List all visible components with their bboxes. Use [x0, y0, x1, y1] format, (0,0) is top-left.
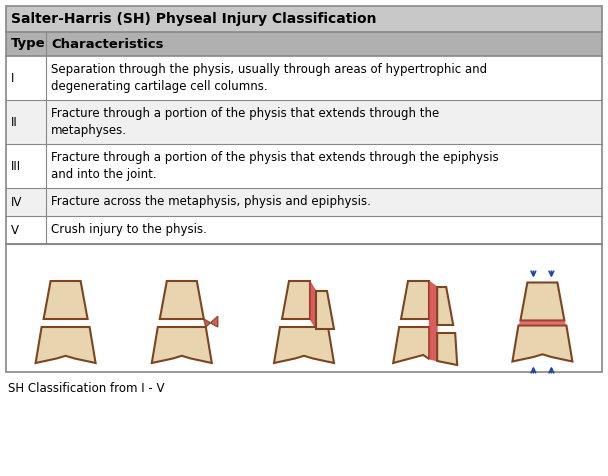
Polygon shape [204, 316, 218, 327]
Text: Fracture across the metaphysis, physis and epiphysis.: Fracture across the metaphysis, physis a… [51, 196, 371, 208]
Polygon shape [36, 327, 95, 363]
Text: II: II [11, 116, 18, 129]
Text: IV: IV [11, 196, 22, 208]
Polygon shape [282, 281, 310, 319]
Bar [6, 100, 602, 144]
Polygon shape [520, 282, 564, 320]
Polygon shape [310, 281, 316, 329]
Bar [6, 244, 602, 372]
Polygon shape [401, 281, 429, 319]
Polygon shape [152, 327, 212, 363]
Bar [6, 188, 602, 216]
Text: III: III [11, 159, 21, 172]
Bar [6, 6, 602, 244]
Polygon shape [393, 327, 429, 363]
Text: Fracture through a portion of the physis that extends through the
metaphyses.: Fracture through a portion of the physis… [51, 107, 439, 137]
Text: Fracture through a portion of the physis that extends through the epiphysis
and : Fracture through a portion of the physis… [51, 151, 499, 181]
Text: Type: Type [11, 38, 46, 50]
Polygon shape [160, 281, 204, 319]
Bar [6, 244, 602, 372]
Bar [6, 32, 602, 56]
Polygon shape [316, 291, 334, 329]
Polygon shape [519, 320, 567, 326]
Bar [6, 144, 602, 188]
Text: Separation through the physis, usually through areas of hypertrophic and
degener: Separation through the physis, usually t… [51, 63, 487, 93]
Text: Characteristics: Characteristics [51, 38, 164, 50]
Polygon shape [274, 327, 334, 363]
Bar [6, 56, 602, 100]
Text: Salter-Harris (SH) Physeal Injury Classification: Salter-Harris (SH) Physeal Injury Classi… [11, 12, 376, 26]
Bar [6, 216, 602, 244]
Polygon shape [437, 287, 453, 325]
Polygon shape [437, 333, 457, 365]
Bar [6, 6, 602, 32]
Polygon shape [44, 281, 88, 319]
Text: SH Classification from I - V: SH Classification from I - V [8, 381, 165, 395]
Polygon shape [429, 281, 437, 361]
Text: Crush injury to the physis.: Crush injury to the physis. [51, 224, 207, 237]
Text: I: I [11, 71, 15, 85]
Text: V: V [11, 224, 19, 237]
Polygon shape [513, 326, 572, 361]
